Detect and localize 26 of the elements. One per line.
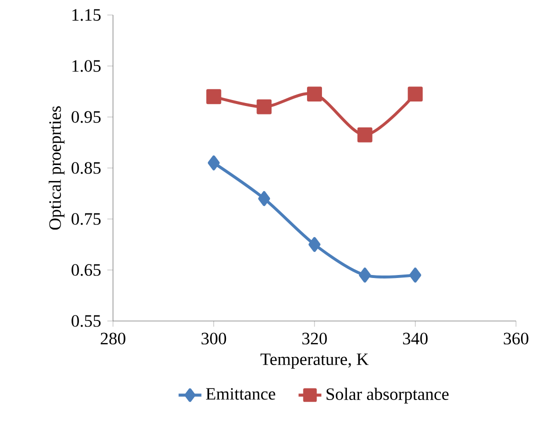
point — [307, 86, 322, 102]
point — [357, 127, 372, 142]
legend-label: Solar absorptance — [326, 388, 449, 404]
legend-label: Emittance — [206, 388, 276, 400]
y-axis-title: Optical proeprties — [48, 106, 64, 230]
y-tick-label: 0.65 — [72, 264, 101, 276]
x-tick-label: 320 — [302, 332, 327, 344]
y-tick-label: 1.15 — [72, 9, 101, 21]
x-tick-label: 300 — [202, 332, 226, 344]
y-tick-label: 0.75 — [72, 213, 101, 225]
y-tick-label: 0.85 — [72, 162, 101, 174]
y-tick-label: 1.05 — [72, 60, 101, 72]
x-tick-label: 340 — [403, 332, 428, 344]
x-tick-label: 280 — [100, 332, 126, 344]
point — [256, 99, 272, 114]
point — [358, 268, 371, 283]
y-tick-label: 0.55 — [72, 315, 101, 327]
point — [409, 268, 422, 283]
x-axis-title: Temperature, K — [260, 354, 369, 369]
point — [308, 237, 320, 252]
point — [208, 155, 220, 170]
point — [258, 191, 270, 206]
x-tick-label: 360 — [504, 332, 528, 344]
point — [206, 89, 222, 104]
point — [408, 86, 423, 102]
y-tick-label: 0.95 — [72, 111, 101, 123]
